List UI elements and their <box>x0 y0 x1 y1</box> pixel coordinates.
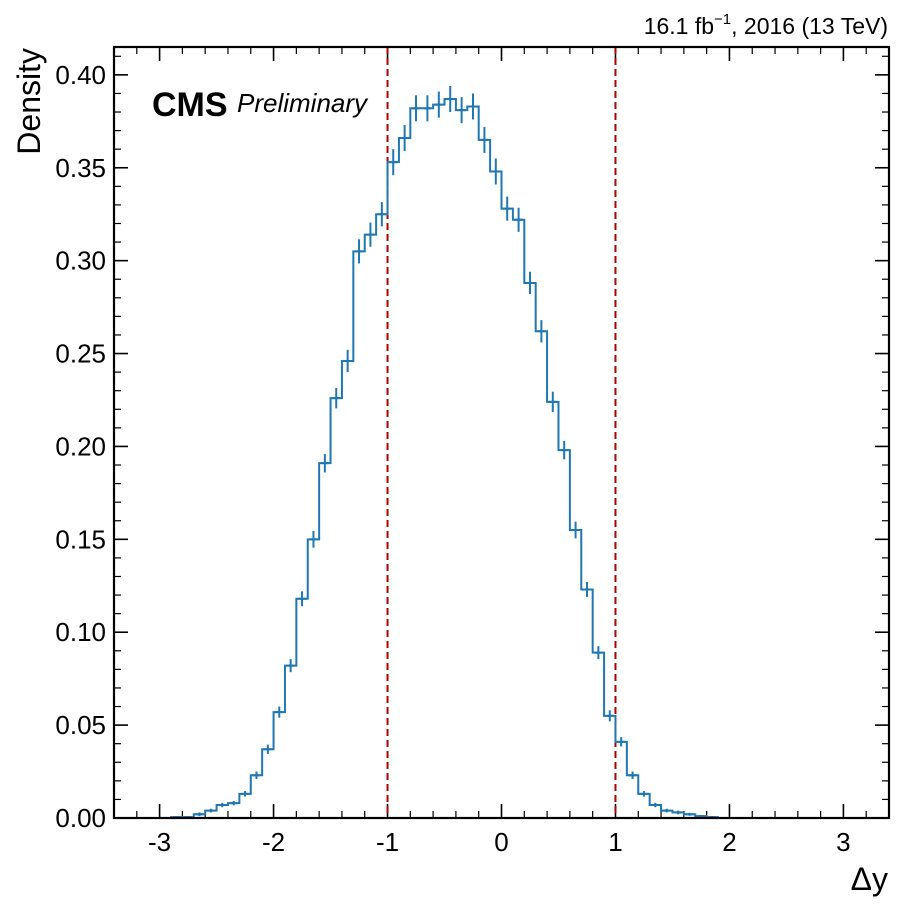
y-tick-labels: 0.00 0.05 0.10 0.15 0.20 0.25 0.30 0.35 0.40 <box>55 60 106 833</box>
histogram-bin <box>446 86 454 113</box>
y-tick-label: 0.15 <box>55 524 106 554</box>
histogram-bin <box>332 387 340 409</box>
x-tick-labels: -3 -2 -1 0 1 2 3 <box>148 827 851 857</box>
histogram-bin <box>617 737 625 747</box>
histogram-bin <box>663 808 671 813</box>
histogram-bin <box>571 521 580 539</box>
histogram-bin <box>400 125 409 152</box>
y-tick-label: 0.00 <box>55 803 106 833</box>
histogram-series <box>159 86 844 819</box>
x-tick-label: 0 <box>494 827 508 857</box>
cms-label: CMS <box>152 86 228 124</box>
histogram-bin <box>229 800 238 806</box>
y-tick-label: 0.20 <box>55 431 106 461</box>
histogram-bin <box>503 196 511 221</box>
preliminary-label: Preliminary <box>237 88 369 118</box>
y-tick-label: 0.30 <box>55 246 106 276</box>
histogram-bin <box>480 126 489 153</box>
y-tick-label: 0.05 <box>55 710 106 740</box>
x-tick-label: -2 <box>262 827 285 857</box>
histogram-bin <box>685 812 694 816</box>
histogram-bin <box>252 771 261 779</box>
histogram-bin <box>218 802 226 808</box>
y-tick-label: 0.35 <box>55 153 106 183</box>
histogram-bin <box>423 95 432 122</box>
histogram-bin <box>492 158 500 185</box>
histogram-bin <box>526 271 534 295</box>
histogram-bin <box>640 791 648 797</box>
histogram-bin <box>697 815 705 818</box>
x-tick-label: 3 <box>836 827 850 857</box>
histogram-bin <box>606 710 614 722</box>
histogram-bin <box>537 320 546 343</box>
histogram-bin <box>321 453 329 473</box>
plot-frame <box>112 45 891 820</box>
x-tick-label: -1 <box>376 827 399 857</box>
x-tick-label: 1 <box>608 827 622 857</box>
y-tick-label: 0.40 <box>55 60 106 90</box>
histogram-bin <box>549 391 557 413</box>
histogram-bin <box>389 149 397 176</box>
histogram-step-line <box>159 98 844 819</box>
histogram-bin <box>264 744 272 754</box>
x-tick-label: 2 <box>722 827 736 857</box>
histogram-bin <box>275 706 283 718</box>
histogram-bin <box>343 349 352 373</box>
histogram-bin <box>378 202 386 227</box>
histogram-bin <box>207 808 215 813</box>
histogram-bin <box>594 646 603 660</box>
histogram-bin <box>241 791 249 797</box>
reference-lines <box>386 47 617 818</box>
y-tick-label: 0.25 <box>55 339 106 369</box>
histogram-bin <box>298 591 306 607</box>
minor-ticks <box>113 47 890 818</box>
y-tick-label: 0.10 <box>55 617 106 647</box>
histogram-bin <box>286 659 295 673</box>
histogram-bin <box>309 530 318 548</box>
y-axis-label: Density <box>11 48 47 155</box>
histogram-bin <box>583 582 591 597</box>
histogram-bin <box>412 95 420 122</box>
histogram-bin <box>195 812 204 817</box>
histogram-bin <box>469 93 477 120</box>
histogram-bin <box>651 802 660 808</box>
histogram-bin <box>366 222 375 247</box>
histogram-bin <box>355 239 363 264</box>
histogram-bin <box>514 207 523 232</box>
histogram-bin <box>560 440 568 460</box>
luminosity-label: 16.1 fb−1, 2016 (13 TeV) <box>644 11 888 39</box>
histogram-bin <box>457 97 466 124</box>
major-ticks <box>114 47 889 819</box>
histogram-bin <box>628 771 637 779</box>
x-tick-label: -3 <box>148 827 171 857</box>
histogram-bin <box>435 91 443 118</box>
histogram-bin <box>674 810 682 815</box>
x-axis-label: Δy <box>851 861 888 897</box>
